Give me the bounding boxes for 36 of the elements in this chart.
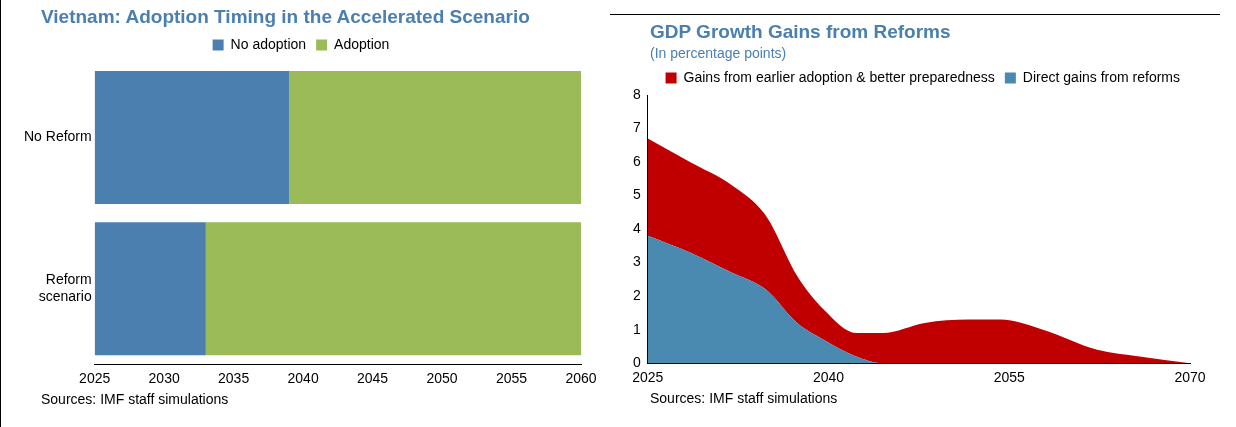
source-note: Sources: IMF staff simulations: [41, 391, 230, 407]
chart-title: GDP Growth Gains from Reforms: [650, 21, 952, 43]
legend-label: Adoption: [334, 35, 390, 52]
y-tick-label: 8: [632, 85, 641, 102]
x-tick-label: 2040: [287, 370, 319, 387]
y-tick-label: 1: [632, 320, 641, 337]
source-note: Sources: IMF staff simulations: [650, 390, 839, 406]
x-tick-label: 2060: [565, 370, 597, 387]
bar: [289, 71, 581, 205]
legend-label: Direct gains from reforms: [1022, 68, 1181, 85]
x-tick-label: 2025: [632, 369, 664, 386]
bar: [94, 222, 206, 356]
legend-label: Gains from earlier adoption & better preparedness: [683, 68, 995, 85]
y-tick-label: 6: [632, 152, 641, 169]
x-tick-label: 2035: [218, 370, 250, 387]
x-tick-label: 2025: [79, 370, 111, 387]
chart-title: Vietnam: Adoption Timing in the Accelerated Scenario: [41, 6, 531, 28]
x-tick-label: 2045: [357, 370, 389, 387]
y-tick-label: 0: [632, 354, 641, 371]
y-tick-label: 2: [632, 287, 641, 304]
x-tick-label: 2070: [1174, 369, 1206, 386]
y-tick-label: Reform scenario: [38, 271, 92, 304]
x-tick-label: 2050: [426, 370, 458, 387]
chart-subtitle: (In percentage points): [650, 45, 788, 61]
x-tick-label: 2040: [812, 369, 845, 386]
x-tick-label: 2055: [495, 370, 528, 387]
x-tick-label: 2030: [148, 370, 180, 387]
y-tick-label: No Reform: [24, 128, 92, 145]
y-tick-label: 4: [632, 219, 641, 236]
x-tick-label: 2055: [993, 369, 1026, 386]
bar: [94, 71, 290, 205]
legend-label: No adoption: [230, 35, 307, 52]
y-tick-label: 5: [632, 186, 641, 203]
y-tick-label: 3: [632, 253, 641, 270]
y-tick-label: 7: [632, 119, 641, 136]
bar: [205, 222, 581, 356]
